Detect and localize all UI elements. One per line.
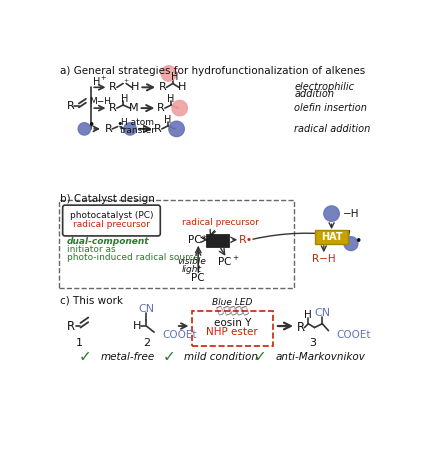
Text: H$^+$: H$^+$ (92, 74, 108, 88)
Text: CN: CN (138, 304, 155, 314)
Text: H: H (171, 73, 178, 82)
Text: 𝓏: 𝓏 (240, 303, 249, 315)
Text: −H: −H (343, 209, 359, 219)
Text: 𝓏: 𝓏 (216, 303, 224, 315)
Text: transfer: transfer (120, 126, 156, 135)
Text: R: R (159, 82, 167, 92)
Text: b) Catalyst design: b) Catalyst design (60, 194, 155, 203)
Text: Blue LED: Blue LED (212, 299, 252, 308)
Circle shape (324, 206, 339, 221)
Circle shape (172, 100, 187, 116)
Text: photo-induced radical source: photo-induced radical source (67, 253, 199, 262)
FancyBboxPatch shape (63, 205, 160, 236)
Text: R•: R• (239, 235, 253, 245)
Text: 1: 1 (76, 338, 83, 348)
Text: 𝓏: 𝓏 (234, 303, 243, 315)
Text: H: H (165, 114, 172, 125)
Text: electrophilic: electrophilic (294, 82, 354, 92)
Text: R: R (67, 319, 75, 333)
Text: H: H (121, 94, 128, 104)
Text: ✓: ✓ (162, 349, 175, 365)
Text: R: R (104, 124, 112, 134)
Text: c) This work: c) This work (60, 295, 123, 305)
Circle shape (78, 123, 90, 135)
Text: ✓: ✓ (79, 349, 91, 365)
Text: R: R (109, 82, 117, 92)
FancyBboxPatch shape (192, 310, 273, 346)
Text: PC: PC (191, 273, 205, 283)
Text: PC$^+$: PC$^+$ (217, 255, 240, 268)
Circle shape (344, 237, 358, 251)
Text: 𝓏: 𝓏 (222, 303, 231, 315)
Text: light: light (181, 265, 201, 274)
Text: •: • (116, 119, 123, 129)
Text: $^+$: $^+$ (122, 77, 130, 87)
Text: a) General strategies for hydrofunctionalization of alkenes: a) General strategies for hydrofunctiona… (60, 66, 365, 76)
Text: dual-component: dual-component (67, 237, 149, 246)
Text: •: • (87, 119, 94, 132)
Text: H atom: H atom (121, 118, 154, 127)
Text: R: R (157, 103, 165, 113)
Text: HAT: HAT (321, 232, 343, 242)
Text: visible: visible (177, 257, 206, 266)
Text: SET: SET (208, 236, 227, 245)
Text: 3: 3 (310, 338, 317, 348)
Text: CN: CN (314, 308, 330, 318)
Text: H: H (304, 310, 312, 320)
Text: M: M (129, 103, 139, 113)
Text: R: R (109, 103, 117, 113)
Text: R: R (154, 124, 162, 134)
Text: NHP ester: NHP ester (207, 327, 258, 337)
Text: H: H (178, 82, 186, 92)
Text: PC*: PC* (188, 235, 207, 245)
Text: radical precursor: radical precursor (182, 219, 259, 227)
Text: 2: 2 (143, 338, 150, 348)
Text: initiator as: initiator as (67, 245, 115, 254)
Circle shape (124, 123, 136, 135)
Text: 𝓏: 𝓏 (228, 303, 237, 315)
Text: COOEt: COOEt (163, 330, 197, 340)
Text: olefin insertion: olefin insertion (294, 103, 367, 113)
Text: H: H (130, 82, 139, 92)
FancyBboxPatch shape (206, 235, 229, 247)
Circle shape (161, 66, 177, 81)
Text: COOEt: COOEt (336, 330, 371, 340)
Text: mild condition: mild condition (184, 352, 259, 362)
Text: R: R (67, 101, 74, 111)
Text: R−H: R−H (312, 254, 336, 264)
Text: metal-free: metal-free (100, 352, 155, 362)
FancyBboxPatch shape (315, 230, 348, 244)
Text: photocatalyst (PC): photocatalyst (PC) (70, 211, 153, 219)
Text: anti-Markovnikov: anti-Markovnikov (276, 352, 365, 362)
Text: eosin Y: eosin Y (214, 318, 251, 328)
Circle shape (169, 121, 184, 137)
Text: •: • (354, 235, 362, 248)
Text: radical addition: radical addition (294, 124, 371, 134)
Text: H: H (168, 94, 175, 104)
Text: radical precursor: radical precursor (73, 220, 150, 229)
Text: addition: addition (294, 89, 334, 99)
Text: ✓: ✓ (254, 349, 267, 365)
Text: H: H (133, 321, 141, 331)
Text: R: R (297, 321, 305, 334)
Text: M−H: M−H (89, 97, 111, 106)
